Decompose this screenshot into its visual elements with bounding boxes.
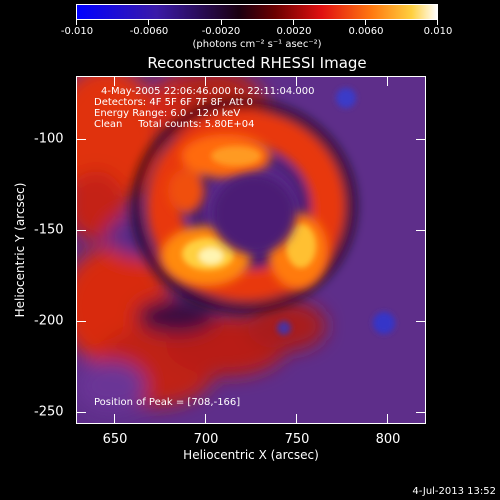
y-tick-label: -200: [34, 313, 64, 329]
rhessi-image: [76, 76, 426, 424]
colorbar-tick-label: -0.0020: [201, 26, 241, 37]
y-tick-label: -250: [34, 404, 64, 420]
timestamp: 4-Jul-2013 13:52: [412, 486, 496, 497]
colorbar-units: (photons cm⁻² s⁻¹ asec⁻²): [192, 39, 322, 50]
colorbar-tick-label: -0.0060: [129, 26, 169, 37]
y-tick-label: -150: [34, 222, 64, 238]
time-range-text: 4-May-2005 22:06:46.000 to 22:11:04.000: [101, 86, 315, 97]
colorbar: [76, 4, 438, 20]
energy-range-text: Energy Range: 6.0 - 12.0 keV: [94, 108, 241, 119]
plot-title: Reconstructed RHESSI Image: [147, 54, 367, 72]
detectors-text: Detectors: 4F 5F 6F 7F 8F, Att 0: [94, 97, 254, 108]
x-tick-label: 650: [102, 432, 128, 447]
colorbar-tick-label: 0.0020: [276, 26, 312, 37]
colorbar-tick-label: 0.010: [423, 26, 453, 37]
y-tick-label: -100: [34, 131, 64, 147]
x-tick-label: 750: [284, 432, 310, 447]
x-axis-label: Heliocentric X (arcsec): [183, 448, 319, 462]
clean-counts-text: Clean Total counts: 5.80E+04: [94, 119, 255, 130]
peak-position-text: Position of Peak = [708,-166]: [94, 397, 241, 408]
x-tick-label: 800: [375, 432, 401, 447]
colorbar-ticks: [76, 20, 438, 25]
x-tick-label: 700: [193, 432, 219, 447]
y-axis-label: Heliocentric Y (arcsec): [13, 182, 27, 318]
colorbar-tick-label: 0.0060: [348, 26, 384, 37]
colorbar-tick-label: -0.010: [60, 26, 94, 37]
